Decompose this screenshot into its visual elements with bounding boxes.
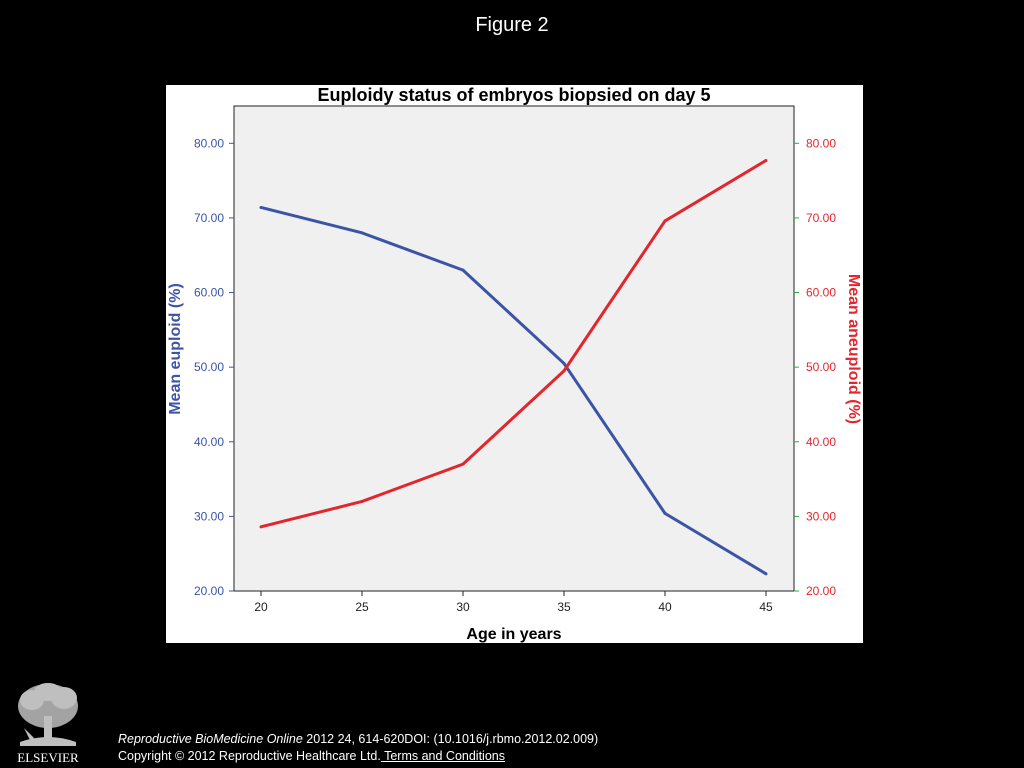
- data-point-euploid: [360, 231, 364, 235]
- logo-text: ELSEVIER: [17, 750, 79, 765]
- chart-title: Euploidy status of embryos biopsied on d…: [317, 85, 710, 105]
- data-point-euploid: [461, 268, 465, 272]
- data-point-euploid: [764, 572, 768, 576]
- x-tick-label: 40: [658, 600, 672, 614]
- data-point-euploid: [663, 511, 667, 515]
- x-axis-label: Age in years: [466, 626, 561, 643]
- x-tick-label: 30: [456, 600, 470, 614]
- data-point-aneuploid: [764, 158, 768, 162]
- citation-line: Reproductive BioMedicine Online 2012 24,…: [118, 731, 598, 748]
- y-tick-label-left: 80.00: [194, 136, 224, 150]
- y-axis-label-right: Mean aneuploid (%): [845, 274, 862, 424]
- y-tick-label-left: 40.00: [194, 435, 224, 449]
- series-line-euploid: [260, 206, 767, 576]
- x-tick-label: 35: [557, 600, 571, 614]
- slide-title: Figure 2: [475, 14, 549, 36]
- x-tick-label: 45: [759, 600, 773, 614]
- y-axis-label-left: Mean euploid (%): [167, 283, 184, 415]
- y-tick-label-right: 50.00: [806, 360, 836, 374]
- y-tick-label-right: 60.00: [806, 286, 836, 300]
- data-point-euploid: [562, 361, 566, 365]
- data-point-aneuploid: [461, 462, 465, 466]
- data-point-aneuploid: [259, 525, 263, 529]
- footer: Reproductive BioMedicine Online 2012 24,…: [118, 731, 598, 765]
- y-tick-label-right: 80.00: [806, 136, 836, 150]
- terms-link[interactable]: Terms and Conditions: [380, 749, 505, 763]
- y-tick-label-right: 70.00: [806, 211, 836, 225]
- data-point-euploid: [259, 205, 263, 209]
- y-tick-label-right: 20.00: [806, 584, 836, 598]
- journal-name: Reproductive BioMedicine Online: [118, 732, 303, 746]
- elsevier-logo: ELSEVIER: [17, 683, 79, 765]
- copyright-text: Copyright © 2012 Reproductive Healthcare…: [118, 749, 381, 763]
- y-tick-label-right: 40.00: [806, 435, 836, 449]
- y-tick-label-right: 30.00: [806, 509, 836, 523]
- data-point-aneuploid: [562, 369, 566, 373]
- x-tick-label: 25: [355, 600, 369, 614]
- series-line-aneuploid: [260, 159, 767, 529]
- x-tick-label: 20: [254, 600, 268, 614]
- plot-area: [233, 105, 795, 592]
- y-tick-label-left: 60.00: [194, 286, 224, 300]
- line-chart: Euploidy status of embryos biopsied on d…: [167, 85, 862, 643]
- data-point-aneuploid: [360, 499, 364, 503]
- y-tick-label-left: 20.00: [194, 584, 224, 598]
- chart-container: Euploidy status of embryos biopsied on d…: [166, 85, 863, 643]
- citation-text: 2012 24, 614-620DOI: (10.1016/j.rbmo.201…: [302, 732, 599, 746]
- copyright-line: Copyright © 2012 Reproductive Healthcare…: [118, 748, 598, 765]
- y-tick-label-left: 30.00: [194, 509, 224, 523]
- y-tick-label-left: 50.00: [194, 360, 224, 374]
- y-tick-label-left: 70.00: [194, 211, 224, 225]
- data-point-aneuploid: [663, 219, 667, 223]
